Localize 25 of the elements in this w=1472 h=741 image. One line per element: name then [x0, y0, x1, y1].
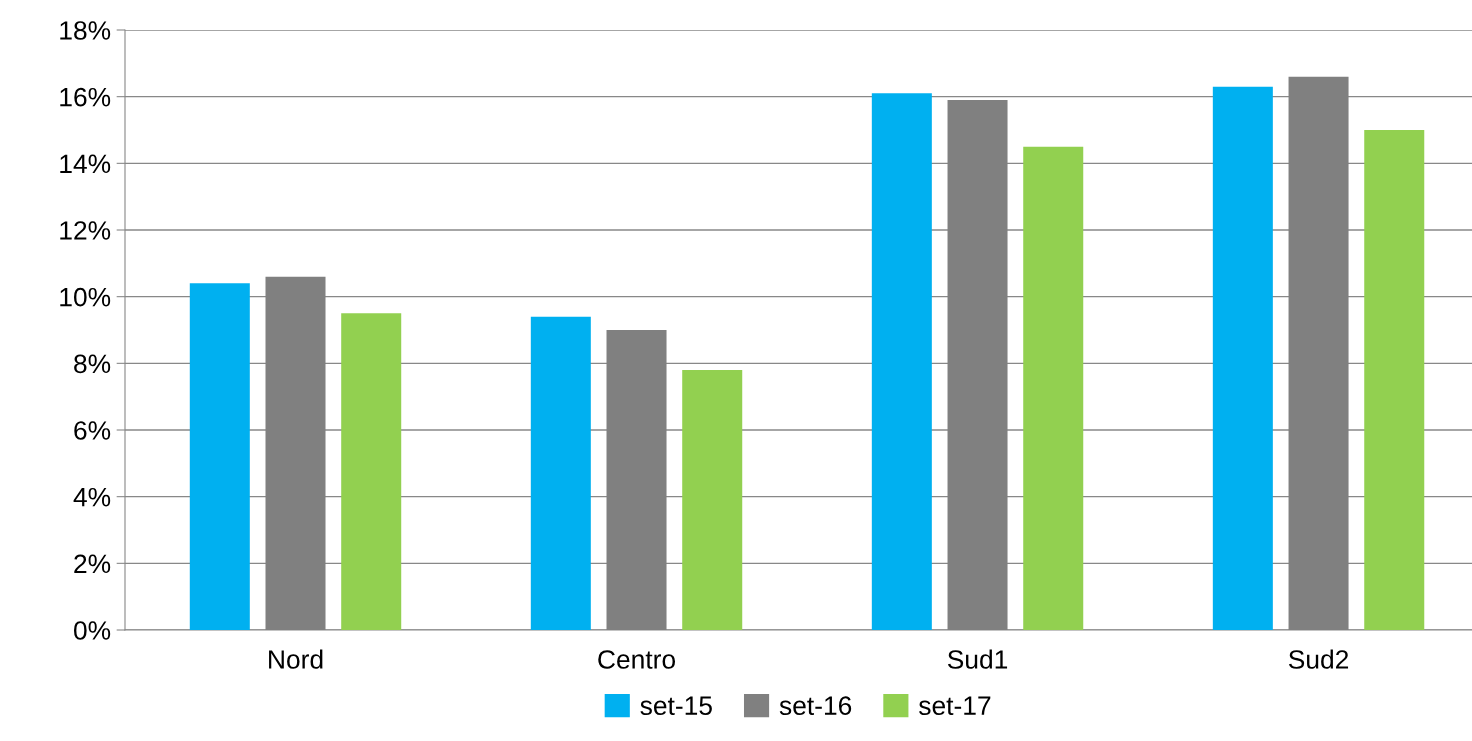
- bar: [1023, 146, 1084, 630]
- legend-label: set-17: [919, 696, 991, 716]
- y-tick-label: 4%: [73, 487, 111, 507]
- x-tick-label: Centro: [598, 650, 676, 669]
- y-tick-label: 0%: [74, 621, 111, 640]
- bar: [530, 316, 591, 630]
- y-tick-label: 16%: [60, 87, 111, 107]
- x-tick-label: Sud1: [947, 649, 1008, 669]
- x-tick-label: Nord: [269, 649, 323, 669]
- y-tick-label: 12%: [60, 221, 111, 240]
- legend-label: set-15: [640, 696, 712, 716]
- y-tick-label: 6%: [74, 421, 111, 440]
- y-tick-label: 14%: [60, 154, 111, 174]
- bar: [189, 283, 250, 630]
- legend-label: set-16: [779, 696, 852, 716]
- y-tick-label: 10%: [60, 287, 111, 307]
- bar: [1364, 130, 1425, 630]
- bar: [341, 313, 402, 630]
- bar: [1212, 86, 1273, 630]
- y-tick-label: 18%: [60, 21, 111, 40]
- bar: [871, 93, 932, 630]
- y-tick-label: 2%: [74, 554, 111, 574]
- y-tick-label: 8%: [74, 354, 111, 374]
- bar: [682, 370, 743, 630]
- x-tick-label: Sud2: [1288, 649, 1349, 669]
